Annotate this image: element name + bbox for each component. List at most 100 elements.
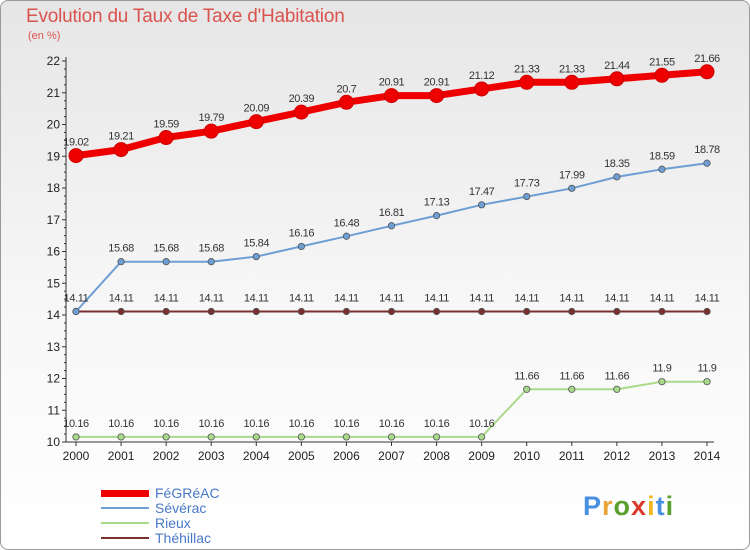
legend-swatch bbox=[101, 490, 149, 497]
data-point bbox=[387, 307, 396, 316]
data-label: 21.33 bbox=[559, 63, 585, 75]
data-label: 14.11 bbox=[109, 293, 134, 305]
data-point bbox=[613, 173, 621, 181]
x-tick-label: 2014 bbox=[694, 449, 721, 463]
data-label: 21.66 bbox=[694, 53, 720, 65]
x-tick-label: 2008 bbox=[423, 449, 450, 463]
data-point bbox=[703, 159, 711, 167]
data-label: 17.47 bbox=[469, 186, 495, 198]
data-label: 15.68 bbox=[108, 243, 134, 255]
data-point bbox=[384, 88, 399, 104]
y-tick-label: 22 bbox=[47, 54, 61, 68]
data-point bbox=[523, 307, 531, 316]
x-tick-label: 2012 bbox=[604, 449, 631, 463]
x-tick-label: 2010 bbox=[513, 449, 540, 463]
data-label: 20.39 bbox=[289, 93, 315, 105]
data-point bbox=[162, 258, 170, 266]
data-label: 14.11 bbox=[604, 293, 629, 305]
data-label: 14.11 bbox=[559, 293, 584, 305]
x-tick-label: 2006 bbox=[333, 449, 360, 463]
data-label: 14.11 bbox=[154, 293, 179, 305]
y-tick-label: 14 bbox=[47, 308, 61, 322]
chart-title: Evolution du Taux de Taxe d'Habitation bbox=[26, 6, 345, 27]
data-point bbox=[203, 123, 219, 139]
data-point bbox=[207, 307, 215, 316]
logo-letter: P bbox=[583, 491, 603, 521]
data-point bbox=[658, 378, 666, 386]
data-point bbox=[523, 192, 531, 201]
data-point bbox=[342, 433, 351, 441]
data-point bbox=[432, 433, 441, 441]
data-point bbox=[613, 307, 621, 316]
data-point bbox=[117, 307, 125, 316]
legend-label: Rieux bbox=[155, 515, 191, 531]
data-point bbox=[703, 378, 711, 386]
data-label: 20.7 bbox=[337, 83, 357, 95]
data-point bbox=[654, 67, 670, 83]
data-label: 11.66 bbox=[559, 370, 584, 382]
data-point bbox=[117, 433, 125, 441]
data-point bbox=[658, 165, 666, 173]
data-point bbox=[429, 88, 445, 104]
logo-letter: t bbox=[655, 491, 666, 521]
data-label: 14.11 bbox=[379, 293, 404, 305]
data-point bbox=[72, 307, 80, 316]
data-point bbox=[297, 307, 305, 316]
data-point bbox=[568, 385, 576, 393]
series-line-1 bbox=[75, 162, 708, 313]
data-point bbox=[478, 433, 486, 441]
data-label: 18.35 bbox=[604, 158, 630, 170]
data-label: 11.66 bbox=[514, 370, 539, 382]
data-point bbox=[342, 307, 351, 316]
data-label: 19.02 bbox=[63, 137, 89, 149]
logo-letter: r bbox=[602, 491, 614, 521]
data-label: 10.16 bbox=[424, 418, 450, 430]
data-label: 14.11 bbox=[469, 293, 494, 305]
data-point bbox=[613, 385, 621, 393]
legend-label: Sévérac bbox=[155, 500, 207, 516]
legend-label: Théhillac bbox=[155, 530, 212, 546]
logo-letter: o bbox=[613, 491, 632, 521]
data-label: 11.9 bbox=[698, 363, 717, 375]
x-tick-label: 2002 bbox=[153, 449, 180, 463]
data-point bbox=[564, 74, 580, 90]
data-label: 14.11 bbox=[199, 293, 224, 305]
data-label: 10.16 bbox=[469, 418, 495, 430]
data-label: 21.55 bbox=[649, 56, 675, 68]
data-label: 15.84 bbox=[244, 238, 270, 250]
data-point bbox=[158, 130, 174, 146]
data-label: 19.59 bbox=[153, 119, 179, 131]
data-label: 21.44 bbox=[604, 60, 630, 72]
data-label: 14.11 bbox=[424, 293, 449, 305]
data-point bbox=[207, 258, 215, 266]
data-label: 10.16 bbox=[198, 418, 224, 430]
legend-label: FéGRéAC bbox=[155, 485, 220, 501]
data-label: 21.33 bbox=[514, 63, 540, 75]
data-labels: 10.16 10.16 10.16 10.16 10.16 10.16 10.16 10.16… bbox=[63, 53, 720, 430]
y-tick-label: 15 bbox=[47, 276, 61, 290]
data-point bbox=[658, 307, 666, 316]
data-label: 14.11 bbox=[650, 293, 675, 305]
x-tick-label: 2003 bbox=[198, 449, 225, 463]
data-point bbox=[568, 307, 576, 316]
data-label: 18.78 bbox=[694, 144, 720, 156]
data-point bbox=[248, 114, 264, 130]
data-label: 14.11 bbox=[244, 293, 269, 305]
data-point bbox=[297, 433, 305, 441]
data-point bbox=[342, 232, 351, 240]
data-label: 14.11 bbox=[289, 293, 314, 305]
data-label: 14.11 bbox=[514, 293, 539, 305]
data-point bbox=[252, 433, 260, 441]
data-label: 17.73 bbox=[514, 178, 540, 190]
proxiti-logo: Proxiti bbox=[583, 491, 674, 522]
chart-subtitle: (en %) bbox=[28, 30, 61, 42]
data-point bbox=[568, 184, 576, 192]
data-label: 14.11 bbox=[695, 293, 720, 305]
data-point bbox=[474, 81, 490, 97]
legend-swatch bbox=[101, 507, 149, 509]
logo-letter: i bbox=[647, 491, 656, 521]
data-label: 11.9 bbox=[652, 363, 671, 375]
data-label: 10.16 bbox=[334, 418, 360, 430]
axes: 10 11 12 13 14 15 16 17 18 19 20 21 22 2000 2001 2002 20… bbox=[47, 54, 721, 463]
